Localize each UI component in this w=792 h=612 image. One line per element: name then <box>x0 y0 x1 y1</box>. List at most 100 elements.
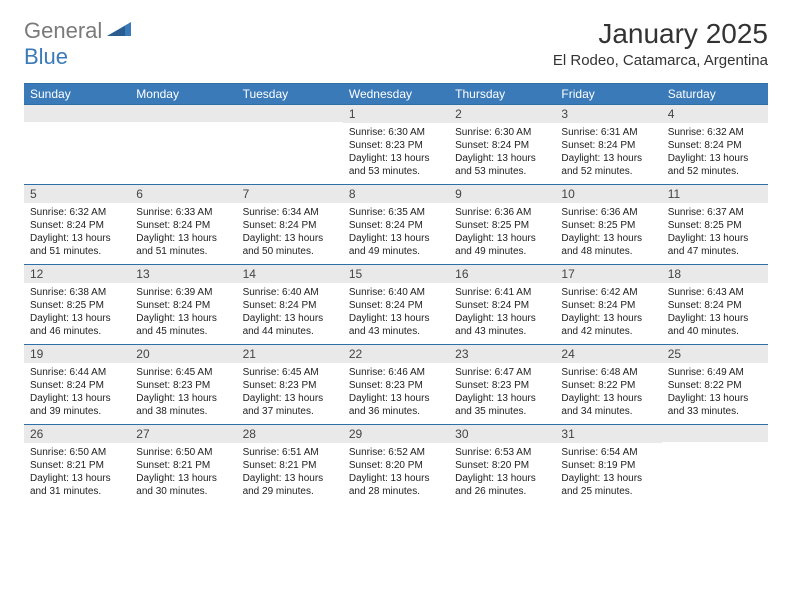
weekday-header: Wednesday <box>343 84 449 104</box>
day-cell: 10Sunrise: 6:36 AMSunset: 8:25 PMDayligh… <box>555 185 661 264</box>
daylight-text: Daylight: 13 hours and 33 minutes. <box>668 392 762 418</box>
day-number: 7 <box>237 185 343 203</box>
day-body: Sunrise: 6:49 AMSunset: 8:22 PMDaylight:… <box>662 363 768 424</box>
day-body: Sunrise: 6:44 AMSunset: 8:24 PMDaylight:… <box>24 363 130 424</box>
sunrise-text: Sunrise: 6:45 AM <box>243 366 337 379</box>
day-cell <box>237 105 343 184</box>
daylight-text: Daylight: 13 hours and 31 minutes. <box>30 472 124 498</box>
sunrise-text: Sunrise: 6:47 AM <box>455 366 549 379</box>
day-body: Sunrise: 6:36 AMSunset: 8:25 PMDaylight:… <box>555 203 661 264</box>
sunrise-text: Sunrise: 6:30 AM <box>349 126 443 139</box>
sunrise-text: Sunrise: 6:34 AM <box>243 206 337 219</box>
sunset-text: Sunset: 8:24 PM <box>30 219 124 232</box>
day-cell: 25Sunrise: 6:49 AMSunset: 8:22 PMDayligh… <box>662 345 768 424</box>
logo-text-blue: Blue <box>24 44 68 69</box>
day-body: Sunrise: 6:32 AMSunset: 8:24 PMDaylight:… <box>662 123 768 184</box>
day-number <box>237 105 343 122</box>
day-body: Sunrise: 6:50 AMSunset: 8:21 PMDaylight:… <box>24 443 130 504</box>
daylight-text: Daylight: 13 hours and 29 minutes. <box>243 472 337 498</box>
day-cell <box>662 425 768 504</box>
daylight-text: Daylight: 13 hours and 45 minutes. <box>136 312 230 338</box>
daylight-text: Daylight: 13 hours and 42 minutes. <box>561 312 655 338</box>
week-row: 1Sunrise: 6:30 AMSunset: 8:23 PMDaylight… <box>24 104 768 184</box>
week-row: 19Sunrise: 6:44 AMSunset: 8:24 PMDayligh… <box>24 344 768 424</box>
day-number <box>662 425 768 442</box>
day-cell <box>130 105 236 184</box>
sunrise-text: Sunrise: 6:50 AM <box>30 446 124 459</box>
sunset-text: Sunset: 8:23 PM <box>136 379 230 392</box>
day-body: Sunrise: 6:45 AMSunset: 8:23 PMDaylight:… <box>130 363 236 424</box>
sunset-text: Sunset: 8:24 PM <box>668 139 762 152</box>
daylight-text: Daylight: 13 hours and 25 minutes. <box>561 472 655 498</box>
day-cell: 2Sunrise: 6:30 AMSunset: 8:24 PMDaylight… <box>449 105 555 184</box>
day-cell: 26Sunrise: 6:50 AMSunset: 8:21 PMDayligh… <box>24 425 130 504</box>
sunset-text: Sunset: 8:25 PM <box>668 219 762 232</box>
sunrise-text: Sunrise: 6:36 AM <box>455 206 549 219</box>
day-number: 18 <box>662 265 768 283</box>
day-body <box>24 122 130 180</box>
day-cell: 16Sunrise: 6:41 AMSunset: 8:24 PMDayligh… <box>449 265 555 344</box>
sunrise-text: Sunrise: 6:49 AM <box>668 366 762 379</box>
sunset-text: Sunset: 8:23 PM <box>349 139 443 152</box>
sunset-text: Sunset: 8:24 PM <box>136 219 230 232</box>
day-number: 19 <box>24 345 130 363</box>
day-number: 22 <box>343 345 449 363</box>
sunset-text: Sunset: 8:24 PM <box>243 219 337 232</box>
day-cell: 23Sunrise: 6:47 AMSunset: 8:23 PMDayligh… <box>449 345 555 424</box>
day-number: 25 <box>662 345 768 363</box>
day-number: 21 <box>237 345 343 363</box>
sunrise-text: Sunrise: 6:54 AM <box>561 446 655 459</box>
daylight-text: Daylight: 13 hours and 51 minutes. <box>30 232 124 258</box>
sunset-text: Sunset: 8:24 PM <box>561 139 655 152</box>
daylight-text: Daylight: 13 hours and 44 minutes. <box>243 312 337 338</box>
day-body: Sunrise: 6:32 AMSunset: 8:24 PMDaylight:… <box>24 203 130 264</box>
sunset-text: Sunset: 8:20 PM <box>455 459 549 472</box>
sunset-text: Sunset: 8:24 PM <box>243 299 337 312</box>
day-number: 13 <box>130 265 236 283</box>
logo: General <box>24 18 135 44</box>
sunrise-text: Sunrise: 6:41 AM <box>455 286 549 299</box>
weekday-header: Saturday <box>662 84 768 104</box>
day-body: Sunrise: 6:41 AMSunset: 8:24 PMDaylight:… <box>449 283 555 344</box>
location: El Rodeo, Catamarca, Argentina <box>553 52 768 69</box>
day-body: Sunrise: 6:48 AMSunset: 8:22 PMDaylight:… <box>555 363 661 424</box>
daylight-text: Daylight: 13 hours and 30 minutes. <box>136 472 230 498</box>
daylight-text: Daylight: 13 hours and 53 minutes. <box>349 152 443 178</box>
day-cell <box>24 105 130 184</box>
sunset-text: Sunset: 8:24 PM <box>349 299 443 312</box>
day-number: 8 <box>343 185 449 203</box>
week-row: 5Sunrise: 6:32 AMSunset: 8:24 PMDaylight… <box>24 184 768 264</box>
weekday-header: Tuesday <box>237 84 343 104</box>
day-body: Sunrise: 6:30 AMSunset: 8:23 PMDaylight:… <box>343 123 449 184</box>
day-number: 6 <box>130 185 236 203</box>
daylight-text: Daylight: 13 hours and 51 minutes. <box>136 232 230 258</box>
day-number: 26 <box>24 425 130 443</box>
daylight-text: Daylight: 13 hours and 49 minutes. <box>349 232 443 258</box>
sunrise-text: Sunrise: 6:45 AM <box>136 366 230 379</box>
weekday-header: Monday <box>130 84 236 104</box>
sunset-text: Sunset: 8:24 PM <box>561 299 655 312</box>
logo-sub: Blue <box>24 44 68 70</box>
sunrise-text: Sunrise: 6:31 AM <box>561 126 655 139</box>
day-cell: 19Sunrise: 6:44 AMSunset: 8:24 PMDayligh… <box>24 345 130 424</box>
day-body: Sunrise: 6:54 AMSunset: 8:19 PMDaylight:… <box>555 443 661 504</box>
day-cell: 5Sunrise: 6:32 AMSunset: 8:24 PMDaylight… <box>24 185 130 264</box>
day-cell: 4Sunrise: 6:32 AMSunset: 8:24 PMDaylight… <box>662 105 768 184</box>
daylight-text: Daylight: 13 hours and 49 minutes. <box>455 232 549 258</box>
day-number: 20 <box>130 345 236 363</box>
day-body: Sunrise: 6:34 AMSunset: 8:24 PMDaylight:… <box>237 203 343 264</box>
sunrise-text: Sunrise: 6:46 AM <box>349 366 443 379</box>
day-number: 4 <box>662 105 768 123</box>
daylight-text: Daylight: 13 hours and 52 minutes. <box>561 152 655 178</box>
day-cell: 30Sunrise: 6:53 AMSunset: 8:20 PMDayligh… <box>449 425 555 504</box>
day-body: Sunrise: 6:38 AMSunset: 8:25 PMDaylight:… <box>24 283 130 344</box>
day-body: Sunrise: 6:46 AMSunset: 8:23 PMDaylight:… <box>343 363 449 424</box>
day-cell: 22Sunrise: 6:46 AMSunset: 8:23 PMDayligh… <box>343 345 449 424</box>
sunrise-text: Sunrise: 6:40 AM <box>243 286 337 299</box>
weekday-header: Sunday <box>24 84 130 104</box>
day-cell: 21Sunrise: 6:45 AMSunset: 8:23 PMDayligh… <box>237 345 343 424</box>
day-body: Sunrise: 6:43 AMSunset: 8:24 PMDaylight:… <box>662 283 768 344</box>
day-number: 10 <box>555 185 661 203</box>
sunrise-text: Sunrise: 6:40 AM <box>349 286 443 299</box>
day-body <box>237 122 343 180</box>
